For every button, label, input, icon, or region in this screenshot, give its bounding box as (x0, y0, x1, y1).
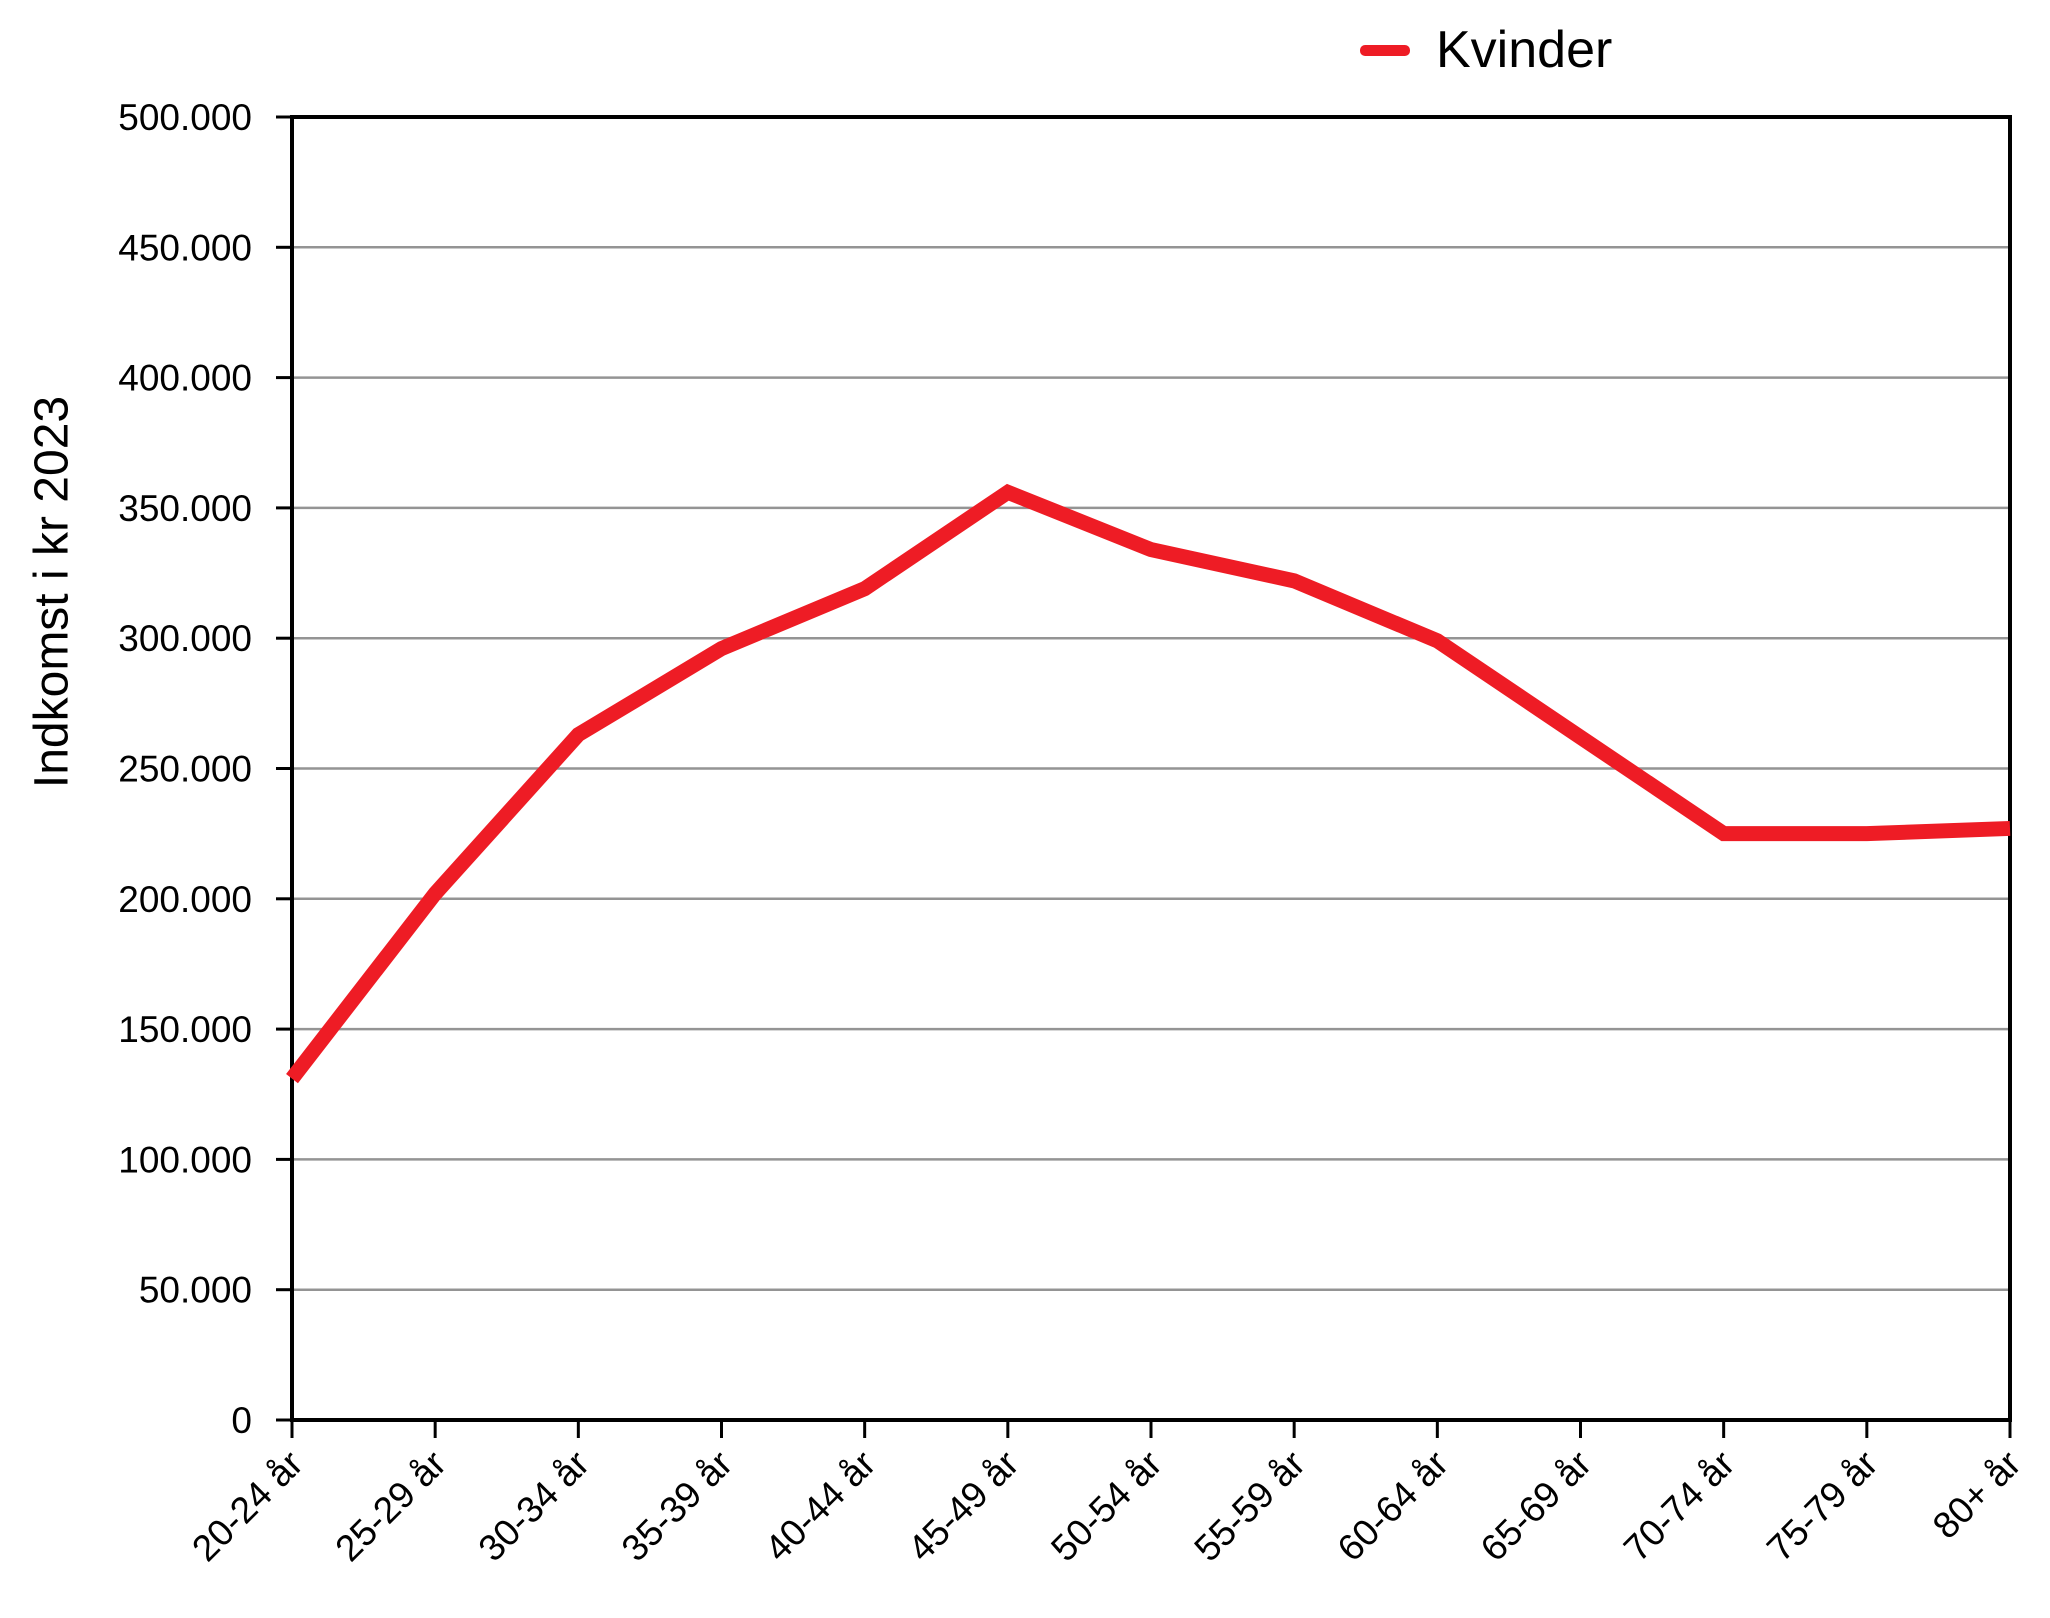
x-axis-label: 25-29 år (327, 1443, 453, 1569)
legend: Kvinder (1360, 24, 1612, 76)
y-axis-label: 400.000 (118, 358, 252, 399)
x-axis-label: 45-49 år (900, 1443, 1026, 1569)
y-axis-label: 0 (231, 1400, 252, 1441)
y-axis-label: 300.000 (118, 618, 252, 659)
x-axis-label: 30-34 år (471, 1443, 597, 1569)
legend-line-swatch (1360, 44, 1410, 56)
y-axis-label: 350.000 (118, 488, 252, 529)
x-axis-label: 20-24 år (184, 1443, 310, 1569)
x-axis-label: 60-64 år (1330, 1443, 1456, 1569)
x-axis-label: 35-39 år (614, 1443, 740, 1569)
legend-series-label: Kvinder (1436, 21, 1613, 79)
y-axis-label: 50.000 (139, 1270, 252, 1311)
x-axis-label: 80+ år (1925, 1443, 2029, 1547)
x-axis-label: 65-69 år (1473, 1443, 1599, 1569)
x-axis-label: 70-74 år (1616, 1443, 1742, 1569)
series-line-kvinder (286, 483, 2011, 1084)
x-axis-label: 50-54 år (1043, 1443, 1169, 1569)
y-axis-label: 150.000 (118, 1009, 252, 1050)
y-axis-label: 450.000 (118, 227, 252, 268)
y-axis-label: 200.000 (118, 879, 252, 920)
y-axis-label: 100.000 (118, 1139, 252, 1180)
y-axis-label: 500.000 (118, 97, 252, 138)
y-axis-label: 250.000 (118, 749, 252, 790)
x-axis-label: 55-59 år (1186, 1443, 1312, 1569)
x-axis-label: 75-79 år (1759, 1443, 1885, 1569)
x-axis-label: 40-44 år (757, 1443, 883, 1569)
